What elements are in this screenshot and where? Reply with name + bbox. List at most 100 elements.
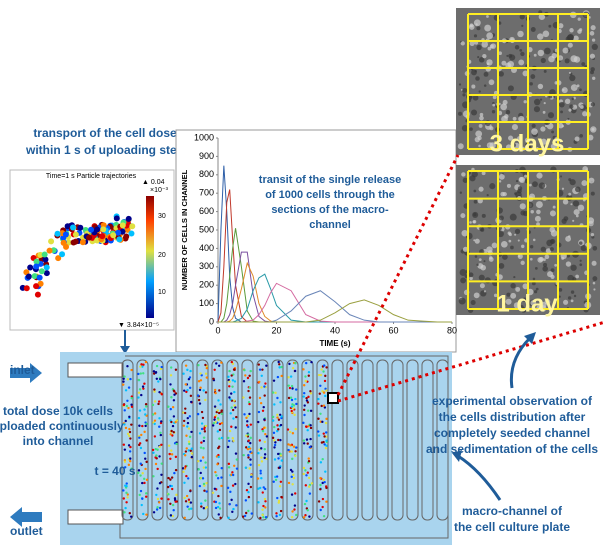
- page: {"chart_data": {"type": "line", "annotat…: [0, 0, 608, 550]
- cell: [279, 439, 281, 441]
- cell-texture: [476, 26, 480, 30]
- cell: [174, 501, 176, 503]
- cell: [287, 428, 289, 430]
- cell: [159, 432, 161, 434]
- cell: [200, 505, 202, 507]
- cell: [245, 512, 247, 514]
- cell: [249, 458, 251, 460]
- cell: [167, 498, 169, 500]
- cell: [235, 504, 237, 506]
- cell: [248, 413, 250, 415]
- cell: [206, 367, 208, 369]
- cell-texture: [591, 192, 595, 196]
- cell: [307, 396, 309, 398]
- photo-label: 1 day: [496, 290, 558, 317]
- cell-texture: [588, 178, 594, 184]
- cell-texture: [524, 100, 527, 103]
- cell: [287, 376, 289, 378]
- cell: [234, 483, 236, 485]
- particle: [63, 244, 69, 250]
- cell: [305, 474, 307, 476]
- cell: [280, 375, 282, 377]
- cell-texture: [543, 30, 550, 37]
- cell: [276, 424, 278, 426]
- cell: [278, 363, 280, 365]
- cell-texture: [501, 61, 506, 66]
- cell: [325, 440, 327, 442]
- cell: [250, 423, 252, 425]
- cell: [158, 417, 160, 419]
- sim-title: Time=1 s Particle trajectories: [46, 173, 137, 180]
- cell: [291, 458, 293, 460]
- cell: [247, 456, 249, 458]
- cell-texture: [489, 79, 495, 85]
- cell: [260, 472, 262, 474]
- cell: [189, 370, 191, 372]
- cell: [308, 457, 310, 459]
- cell: [304, 514, 306, 516]
- cell: [185, 435, 187, 437]
- cell: [318, 434, 320, 436]
- cell: [259, 517, 261, 519]
- particle: [88, 227, 94, 233]
- cell: [264, 433, 266, 435]
- cell: [307, 442, 309, 444]
- cell: [249, 396, 251, 398]
- cell: [248, 375, 250, 377]
- particle: [120, 222, 126, 228]
- cell: [215, 474, 217, 476]
- cell: [141, 482, 143, 484]
- cell-texture: [469, 23, 473, 27]
- cell: [126, 496, 128, 498]
- cell: [303, 384, 305, 386]
- cell: [278, 366, 280, 368]
- cell: [235, 426, 237, 428]
- cell: [264, 488, 266, 490]
- cell: [199, 485, 201, 487]
- particle: [116, 236, 122, 242]
- cell: [250, 370, 252, 372]
- cell: [170, 366, 172, 368]
- cell-texture: [519, 177, 525, 183]
- y-axis-label: NUMBER OF CELLS IN CHANNEL: [180, 169, 189, 290]
- cell-texture: [514, 192, 517, 195]
- cell-texture: [501, 241, 508, 248]
- cell-texture: [471, 85, 475, 89]
- cell: [262, 491, 264, 493]
- cell: [128, 435, 130, 437]
- cell: [157, 380, 159, 382]
- y-tick-label: 500: [199, 224, 214, 234]
- cell: [231, 361, 233, 363]
- cell: [130, 515, 132, 517]
- cell-texture: [579, 241, 583, 245]
- cell: [205, 482, 207, 484]
- cell: [305, 484, 307, 486]
- cell: [294, 504, 296, 506]
- cell-texture: [499, 180, 501, 182]
- cell: [291, 476, 293, 478]
- cell: [247, 510, 249, 512]
- cell: [291, 385, 293, 387]
- cell-texture: [479, 124, 483, 128]
- cell: [264, 382, 266, 384]
- cell: [218, 365, 220, 367]
- cell: [124, 461, 126, 463]
- observation-label: and sedimentation of the cells: [426, 442, 598, 456]
- cell-texture: [482, 214, 486, 218]
- cell-texture: [486, 59, 492, 65]
- cell: [171, 476, 173, 478]
- cell-texture: [591, 25, 596, 30]
- cell: [167, 477, 169, 479]
- y-tick-label: 100: [199, 298, 214, 308]
- cell: [142, 372, 144, 374]
- cell: [231, 471, 233, 473]
- cell: [141, 498, 143, 500]
- cell: [250, 437, 252, 439]
- cell: [173, 394, 175, 396]
- cell-texture: [539, 182, 545, 188]
- cell: [263, 406, 265, 408]
- y-tick-label: 800: [199, 169, 214, 179]
- transport-label: within 1 s of uploading step: [25, 143, 184, 157]
- cell: [158, 501, 160, 503]
- cell: [233, 404, 235, 406]
